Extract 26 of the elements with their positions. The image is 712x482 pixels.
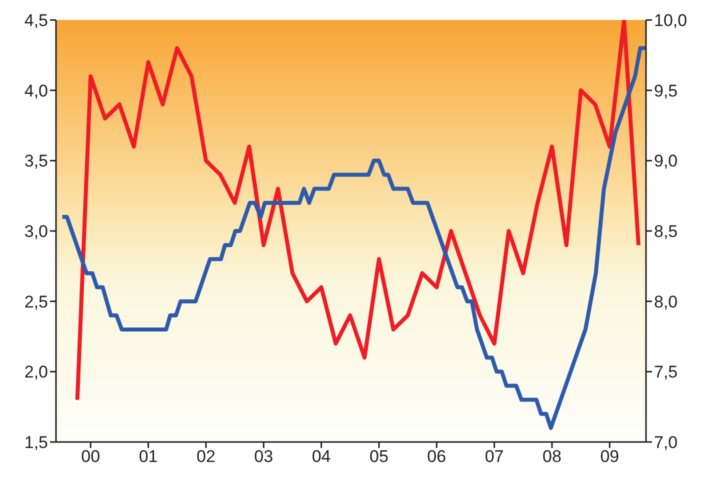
x-tick-label: 05 [370, 447, 388, 466]
x-tick-label: 04 [312, 447, 331, 466]
x-tick-label: 00 [81, 447, 100, 466]
y2-tick-label: 10,0 [654, 11, 688, 30]
x-tick-label: 03 [254, 447, 274, 466]
y2-tick-label: 7,0 [654, 433, 678, 452]
y2-tick-label: 8,5 [654, 222, 678, 242]
x-tick-label: 02 [196, 447, 216, 466]
y-tick-label: 4,5 [24, 11, 48, 30]
x-tick-label: 01 [138, 447, 158, 466]
line-series [75, 20, 640, 402]
line-series [60, 46, 646, 430]
y-tick-label: 1,5 [24, 433, 48, 452]
y-tick-label: 3,0 [24, 222, 48, 242]
x-tick-label: 06 [427, 447, 446, 466]
y2-tick-label: 7,5 [654, 362, 678, 382]
y-tick-label: 2,0 [24, 362, 48, 382]
y2-tick-label: 9,0 [654, 152, 678, 171]
y2-tick-label: 8,0 [654, 292, 678, 312]
x-tick-label: 09 [600, 447, 620, 466]
x-tick-label: 08 [542, 447, 562, 466]
y-tick-label: 4,0 [24, 81, 48, 100]
y-tick-label: 3,5 [24, 152, 48, 171]
x-tick-label: 07 [484, 447, 504, 466]
y-tick-label: 2,5 [24, 292, 48, 312]
y2-tick-label: 9,5 [654, 81, 678, 100]
